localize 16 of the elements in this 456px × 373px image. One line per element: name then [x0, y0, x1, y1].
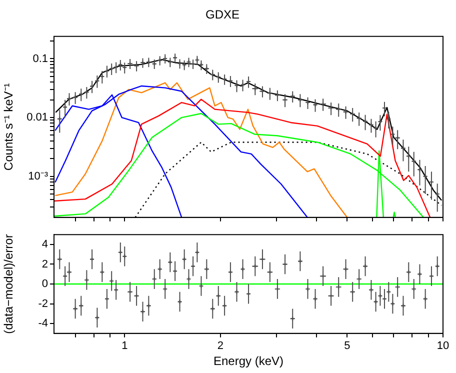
y-tick-label: 0.01 — [26, 112, 48, 124]
x-tick-label: 1 — [122, 340, 128, 352]
y-tick-label: -4 — [38, 318, 48, 330]
chart-title: GDXE — [205, 8, 240, 22]
x-tick-label: 10 — [436, 340, 450, 352]
y-tick-label: -2 — [38, 298, 48, 310]
x-axis-title: Energy (keV) — [213, 354, 284, 368]
x-tick-label: 2 — [217, 340, 224, 352]
y-tick-label: 2 — [42, 258, 48, 270]
x-tick-label: 5 — [344, 340, 350, 352]
y-axis-title: Counts s⁻¹ keV⁻¹ — [2, 83, 16, 171]
y-tick-label: 0 — [42, 278, 48, 290]
y-tick-label: 0.1 — [32, 52, 48, 65]
y-axis-title: (data−model)/error — [2, 234, 16, 334]
y-tick-label: 4 — [42, 238, 48, 251]
y-tick-label: 10⁻³ — [28, 170, 48, 182]
